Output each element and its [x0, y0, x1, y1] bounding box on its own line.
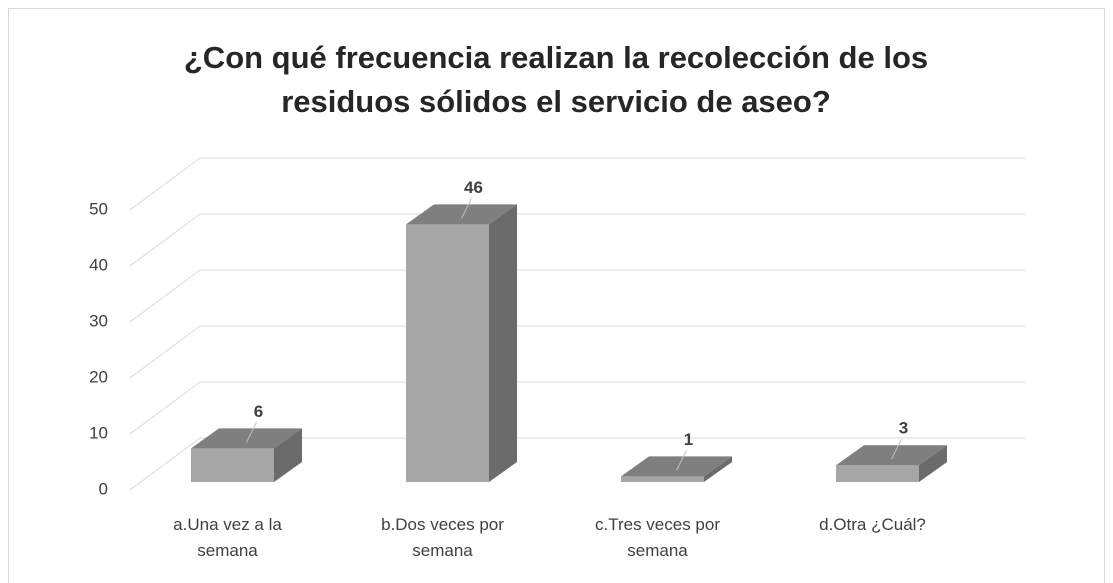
chart-title: ¿Con qué frecuencia realizan la recolecc… — [183, 40, 929, 119]
bar-top — [621, 456, 732, 477]
x-tick-label: d.Otra ¿Cuál? — [819, 515, 926, 534]
bar-top — [406, 204, 517, 225]
y-tick-label: 30 — [89, 311, 108, 330]
label-leader — [246, 422, 257, 443]
bar-top — [836, 445, 947, 466]
bar-front — [406, 224, 489, 482]
data-label: 1 — [684, 430, 693, 449]
bar-side — [489, 204, 517, 482]
data-label: 6 — [254, 402, 263, 421]
bar-side — [274, 428, 302, 482]
y-tick-label: 50 — [89, 199, 108, 218]
bar-side — [919, 445, 947, 482]
grid-line — [129, 157, 201, 211]
y-tick-label: 0 — [99, 479, 108, 498]
bar-side — [704, 456, 732, 482]
bar-top — [191, 428, 302, 449]
label-leader — [676, 450, 687, 471]
grid-line — [129, 213, 201, 267]
grid-line — [129, 325, 201, 379]
grid-line — [129, 381, 201, 435]
y-tick-label: 20 — [89, 367, 108, 386]
grid-line — [129, 269, 201, 323]
x-tick-label: a.Una vez a la semana — [173, 515, 282, 560]
data-label: 3 — [899, 419, 908, 438]
bar-front — [621, 476, 704, 482]
bar-front — [836, 465, 919, 482]
grid-line — [129, 437, 201, 491]
data-label: 46 — [464, 178, 483, 197]
y-tick-label: 10 — [89, 423, 108, 442]
bar-front — [191, 448, 274, 482]
label-leader — [461, 198, 472, 219]
label-leader — [891, 438, 902, 460]
y-tick-label: 40 — [89, 255, 108, 274]
x-tick-label: c.Tres veces por semana — [594, 515, 721, 560]
x-tick-label: b.Dos veces por semana — [381, 515, 504, 560]
chart-border — [8, 8, 1105, 583]
